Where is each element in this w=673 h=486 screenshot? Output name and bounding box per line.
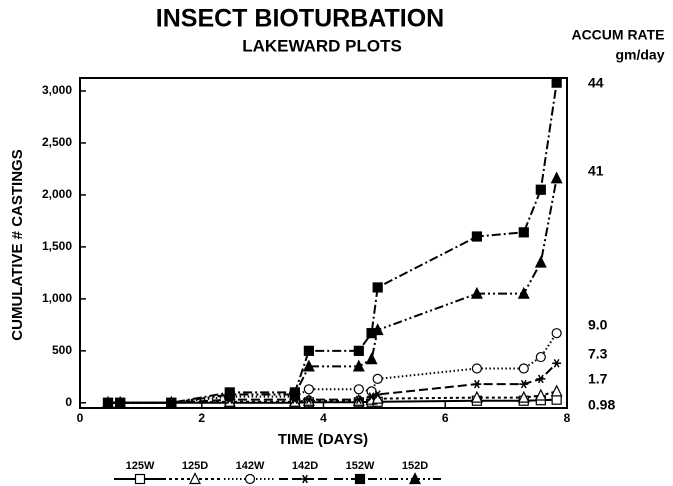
chart-subtitle: LAKEWARD PLOTS (242, 36, 402, 55)
marker (534, 388, 547, 401)
marker (223, 387, 236, 400)
marker (536, 374, 546, 384)
marker (471, 363, 483, 374)
marker (551, 328, 562, 339)
marker (189, 472, 201, 485)
series-line (108, 362, 558, 404)
legend-label: 142W (236, 460, 265, 472)
rate-label: 1.7 (588, 371, 608, 387)
marker (372, 282, 383, 293)
marker (244, 473, 256, 485)
legend-label: 152D (402, 460, 428, 472)
legend-label: 152W (346, 460, 375, 472)
marker (550, 384, 563, 397)
rate-label: 41 (588, 163, 604, 179)
marker (134, 473, 146, 485)
marker (519, 379, 529, 389)
marker (367, 392, 377, 401)
marker (551, 77, 562, 88)
y-tick-label: 500 (52, 343, 72, 357)
rate-header: ACCUM RATE (571, 27, 664, 43)
legend-label: 125W (126, 460, 155, 472)
x-tick-label: 6 (442, 411, 449, 425)
marker (534, 255, 547, 268)
legend-marker (244, 473, 256, 485)
marker (518, 363, 529, 374)
marker (352, 359, 365, 372)
marker (304, 395, 314, 404)
plot-frame (79, 77, 568, 409)
legend-marker (409, 472, 421, 485)
y-axis-label: CUMULATIVE # CASTINGS (9, 149, 26, 340)
series-line (108, 82, 558, 404)
y-tick-label: 2,000 (42, 187, 72, 201)
x-tick-label: 0 (77, 411, 84, 425)
rate-label: 44 (588, 75, 604, 91)
marker (372, 373, 383, 384)
rate-label: 0.98 (588, 397, 615, 413)
legend-marker (189, 472, 201, 485)
chart-title: INSECT BIOTURBATION (156, 5, 444, 33)
marker (517, 390, 530, 403)
x-tick-label: 4 (320, 411, 327, 425)
marker (300, 474, 310, 484)
marker (102, 395, 114, 408)
marker (518, 227, 529, 238)
legend-marker (354, 473, 366, 485)
marker (371, 323, 384, 336)
rate-label: 9.0 (588, 317, 608, 333)
marker (535, 351, 546, 363)
marker (409, 472, 421, 485)
series-line (108, 178, 558, 404)
legend-label: 125D (182, 460, 208, 472)
marker (353, 345, 364, 356)
marker (365, 352, 378, 365)
y-tick-label: 1,000 (42, 291, 72, 305)
marker (550, 171, 563, 184)
rate-unit: gm/day (615, 47, 664, 63)
legend-marker (134, 473, 146, 485)
series-line (108, 332, 558, 404)
y-tick-label: 2,500 (42, 135, 72, 149)
marker (551, 394, 562, 405)
marker (288, 387, 301, 400)
y-tick-label: 0 (65, 395, 72, 409)
marker (517, 286, 530, 299)
marker (373, 390, 383, 399)
marker (354, 473, 366, 485)
legend-marker (300, 474, 310, 484)
marker (470, 286, 483, 299)
legend-label: 142D (292, 460, 318, 472)
marker (354, 395, 364, 404)
y-tick-label: 1,500 (42, 239, 72, 253)
marker (303, 345, 314, 356)
marker (472, 379, 482, 389)
marker (303, 384, 314, 395)
marker (471, 231, 483, 242)
marker (535, 184, 546, 195)
x-tick-label: 8 (564, 411, 571, 425)
marker (353, 384, 364, 395)
marker (470, 390, 483, 403)
marker (114, 395, 127, 408)
marker (552, 359, 562, 368)
x-axis-label: TIME (DAYS) (278, 431, 368, 448)
x-tick-label: 2 (198, 411, 205, 425)
marker (165, 395, 178, 408)
rate-label: 7.3 (588, 346, 608, 362)
marker (302, 359, 315, 372)
y-tick-label: 3,000 (42, 83, 72, 97)
